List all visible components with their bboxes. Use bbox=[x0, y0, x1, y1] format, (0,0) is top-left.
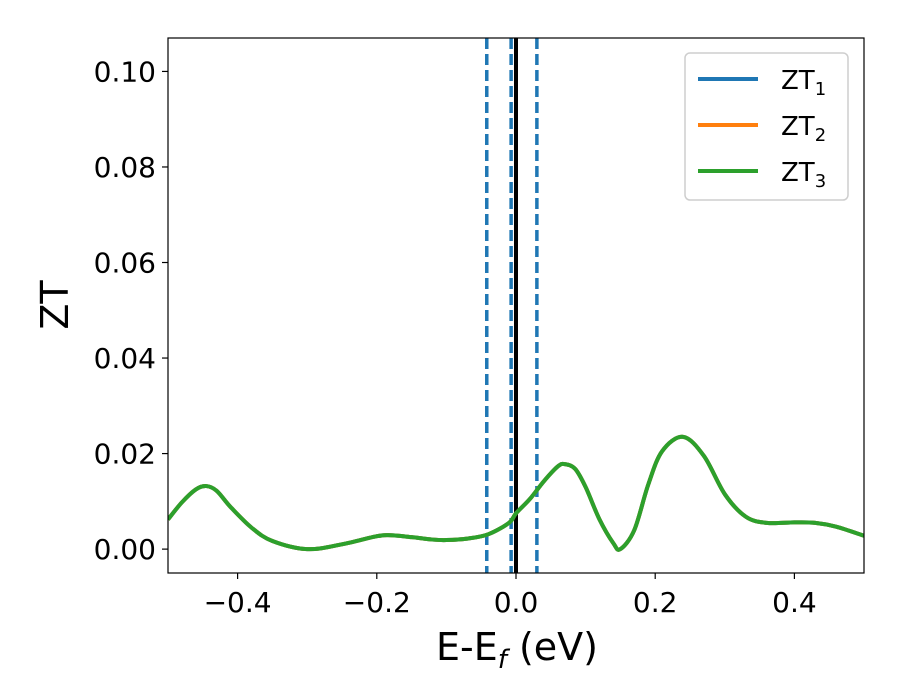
y-tick-label: 0.06 bbox=[94, 247, 156, 280]
x-axis-label-unit: (eV) bbox=[507, 625, 598, 669]
y-tick-label: 0.08 bbox=[94, 151, 156, 184]
y-tick-label: 0.00 bbox=[94, 533, 156, 566]
x-axis-label-main: E-E bbox=[436, 625, 498, 669]
y-tick-label: 0.10 bbox=[94, 55, 156, 88]
legend-label-zt1: ZT1 bbox=[781, 66, 826, 100]
legend-label-zt3: ZT3 bbox=[781, 158, 826, 192]
legend-label-zt2: ZT2 bbox=[781, 112, 826, 146]
y-tick-label: 0.02 bbox=[94, 438, 156, 471]
x-tick-label: −0.2 bbox=[343, 586, 411, 619]
x-tick-label: −0.4 bbox=[204, 586, 272, 619]
x-axis: −0.4 −0.2 0.0 0.2 0.4 bbox=[204, 573, 817, 619]
x-tick-label: 0.2 bbox=[633, 586, 678, 619]
y-tick-label: 0.04 bbox=[94, 342, 156, 375]
x-axis-label: E-Ef (eV) bbox=[436, 625, 598, 675]
y-axis: 0.00 0.02 0.04 0.06 0.08 0.10 bbox=[94, 55, 168, 566]
legend: ZT1 ZT2 ZT3 bbox=[684, 52, 849, 201]
x-tick-label: 0.4 bbox=[772, 586, 817, 619]
y-axis-label: ZT bbox=[33, 280, 77, 330]
legend-box bbox=[684, 52, 849, 201]
x-tick-label: 0.0 bbox=[494, 586, 539, 619]
series-line-zt3 bbox=[168, 434, 864, 552]
